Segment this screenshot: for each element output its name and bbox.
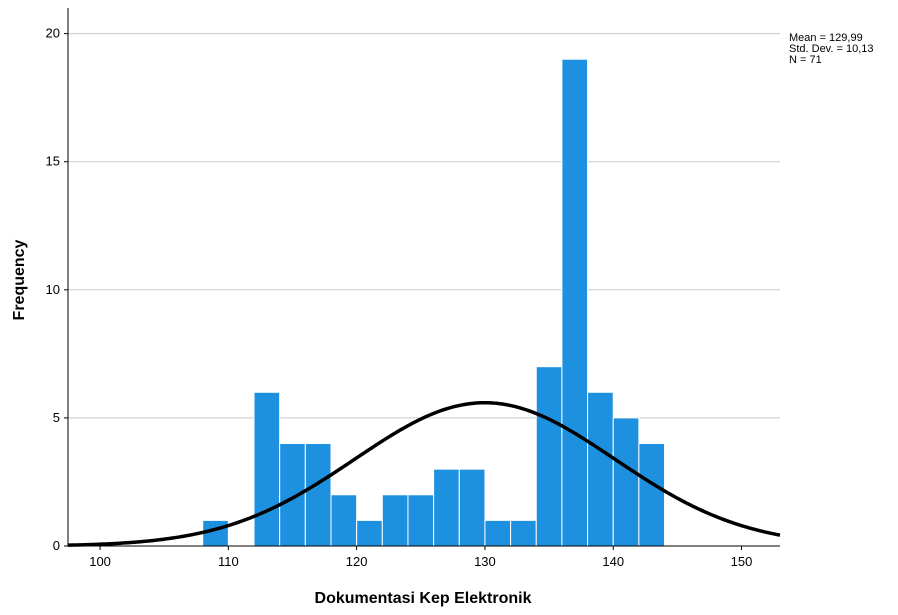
y-tick-label-15: 15 bbox=[46, 154, 60, 169]
normal-curve-group bbox=[67, 400, 781, 547]
stat-n: N = 71 bbox=[789, 54, 822, 66]
axes bbox=[64, 8, 780, 550]
histogram-bar-11 bbox=[484, 519, 512, 547]
x-tick-label-100: 100 bbox=[89, 554, 111, 569]
y-tick-label-20: 20 bbox=[46, 26, 60, 41]
statistics-legend: Mean = 129,99 Std. Dev. = 10,13 N = 71 bbox=[789, 33, 874, 66]
histogram-bar-6 bbox=[356, 519, 383, 547]
histogram-bar-12 bbox=[510, 519, 537, 547]
y-tick-label-10: 10 bbox=[46, 282, 60, 297]
y-axis-label: Frequency bbox=[11, 239, 28, 320]
histogram-bar-9 bbox=[433, 468, 460, 547]
x-axis-label: Dokumentasi Kep Elektronik bbox=[315, 590, 532, 607]
histogram-bar-7 bbox=[381, 494, 409, 547]
x-tick-label-130: 130 bbox=[474, 554, 496, 569]
x-tick-label-140: 140 bbox=[602, 554, 624, 569]
histogram-bar-2 bbox=[253, 391, 281, 547]
histogram-bar-14 bbox=[561, 58, 589, 547]
histogram-bar-13 bbox=[535, 366, 563, 547]
histogram-bar-17 bbox=[638, 443, 666, 547]
histogram-bar-5 bbox=[330, 494, 358, 547]
y-tick-label-0: 0 bbox=[53, 538, 60, 553]
stat-mean: Mean = 129,99 bbox=[789, 32, 863, 44]
histogram-bar-4 bbox=[304, 443, 332, 547]
gridlines bbox=[68, 33, 780, 419]
y-tick-label-5: 5 bbox=[53, 410, 60, 425]
y-tick-labels: 0 5 10 15 20 bbox=[46, 26, 60, 553]
stat-std-dev: Std. Dev. = 10,13 bbox=[789, 43, 874, 55]
normal-curve bbox=[67, 400, 781, 547]
histogram-bars bbox=[202, 58, 666, 547]
x-tick-label-110: 110 bbox=[218, 554, 239, 569]
histogram-bar-15 bbox=[587, 391, 614, 547]
x-tick-label-150: 150 bbox=[731, 554, 753, 569]
histogram-bar-16 bbox=[612, 417, 640, 547]
x-tick-label-120: 120 bbox=[346, 554, 368, 569]
histogram-bar-8 bbox=[407, 494, 435, 547]
x-tick-labels: 100 110 120 130 140 150 bbox=[89, 554, 752, 569]
histogram-bar-10 bbox=[458, 468, 486, 547]
